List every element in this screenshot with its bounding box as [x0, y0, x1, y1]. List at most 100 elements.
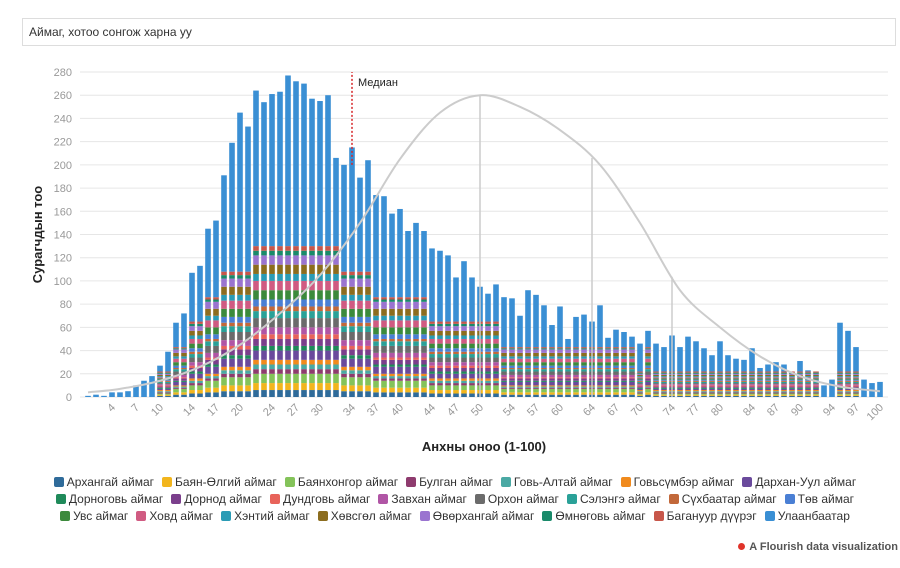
bar-segment — [653, 384, 659, 386]
y-tick-label: 100 — [54, 276, 72, 288]
legend-item[interactable]: Архангай аймаг — [53, 475, 154, 489]
legend-item[interactable]: Завхан аймаг — [378, 492, 467, 506]
legend-item[interactable]: Хөвсгөл аймаг — [317, 509, 412, 523]
bar-segment — [333, 318, 339, 328]
bar-segment — [317, 327, 323, 335]
bar-segment — [397, 364, 403, 367]
legend-swatch — [317, 511, 328, 521]
bar-segment — [181, 386, 187, 388]
legend-item[interactable]: Говь-Алтай аймаг — [500, 475, 613, 489]
bar-segment — [509, 386, 515, 388]
bar-segment — [653, 373, 659, 375]
legend-item[interactable]: Дорнод аймаг — [171, 492, 262, 506]
legend-item[interactable]: Дорноговь аймаг — [55, 492, 164, 506]
bar-segment — [173, 352, 179, 357]
legend-label: Дорноговь аймаг — [68, 492, 164, 506]
legend-item[interactable]: Орхон аймаг — [474, 492, 559, 506]
bar-segment — [781, 374, 787, 377]
bar-segment — [501, 394, 507, 397]
bar-segment — [757, 378, 763, 380]
bar-segment — [597, 377, 603, 379]
legend-item[interactable]: Увс аймаг — [60, 509, 128, 523]
bar-segment — [317, 255, 323, 265]
bar-segment — [533, 388, 539, 393]
bar-segment — [493, 390, 499, 394]
legend-item[interactable]: Улаанбаатар — [764, 509, 850, 523]
bar-segment — [285, 280, 291, 291]
legend-item[interactable]: Өвөрхангай аймаг — [419, 509, 534, 523]
bar-segment — [685, 390, 691, 392]
bar-segment — [853, 373, 859, 375]
legend-item[interactable]: Булган аймаг — [406, 475, 493, 489]
bar-segment — [373, 320, 379, 328]
bar-segment — [357, 278, 363, 287]
y-tick-label: 140 — [54, 230, 72, 242]
bar-segment — [717, 387, 723, 389]
bar-segment — [797, 390, 803, 392]
bar-segment — [445, 357, 451, 363]
bar-segment — [637, 395, 643, 397]
bar-segment — [381, 315, 387, 321]
legend-item[interactable]: Дархан-Уул аймаг — [742, 475, 856, 489]
bar-segment — [373, 341, 379, 346]
bar-segment — [453, 357, 459, 363]
legend-item[interactable]: Баян-Өлгий аймаг — [162, 475, 277, 489]
bar-segment — [405, 392, 411, 397]
bar-segment — [749, 381, 755, 384]
bar-segment — [797, 386, 803, 388]
legend-item[interactable]: Сэлэнгэ аймаг — [566, 492, 661, 506]
bar-segment — [213, 376, 219, 379]
legend-item[interactable]: Дундговь аймаг — [269, 492, 370, 506]
legend-item[interactable]: Өмнөговь аймаг — [542, 509, 646, 523]
bar-segment — [613, 348, 619, 350]
bar-segment — [341, 332, 347, 341]
bar-segment — [277, 255, 283, 265]
bar-segment — [341, 349, 347, 356]
bar-segment — [725, 372, 731, 374]
bar-segment — [645, 348, 651, 350]
bar-segment — [765, 379, 771, 381]
bar-segment — [389, 376, 395, 379]
legend-item[interactable]: Ховд аймаг — [136, 509, 213, 523]
bar-segment — [213, 373, 219, 377]
bar-segment — [453, 348, 459, 352]
bar-segment — [157, 387, 163, 389]
bar-segment — [197, 343, 203, 349]
bar-segment — [725, 386, 731, 388]
bar-segment — [237, 345, 243, 350]
bar-segment — [157, 392, 163, 394]
bar-segment — [781, 378, 787, 380]
bar-segment — [181, 349, 187, 353]
bar-segment — [437, 367, 443, 372]
bar-segment — [629, 371, 635, 375]
bar-segment — [501, 347, 507, 349]
bar-segment — [317, 273, 323, 281]
legend-item[interactable]: Говьсүмбэр аймаг — [620, 475, 734, 489]
bar-segment — [309, 246, 315, 251]
bar-segment — [293, 81, 299, 247]
legend-item[interactable]: Төв аймаг — [784, 492, 854, 506]
bar-segment — [221, 358, 227, 367]
legend-label: Баян-Өлгий аймаг — [175, 475, 277, 489]
bar-segment — [261, 311, 267, 319]
bar-segment — [629, 352, 635, 357]
bar-segment — [853, 372, 859, 374]
bar-segment — [733, 379, 739, 381]
bar-segment — [677, 386, 683, 388]
bar-segment — [677, 387, 683, 389]
bar-segment — [285, 273, 291, 281]
bar-segment — [837, 392, 843, 394]
bar-segment — [613, 356, 619, 359]
legend-item[interactable]: Баянхонгор аймаг — [284, 475, 398, 489]
bar-segment — [733, 378, 739, 380]
x-tick-label: 40 — [389, 402, 406, 419]
bar-segment — [685, 391, 691, 393]
bar-segment — [245, 366, 251, 371]
footer[interactable]: A Flourish data visualization — [738, 541, 898, 553]
legend-item[interactable]: Сүхбаатар аймаг — [668, 492, 777, 506]
bar-segment — [485, 385, 491, 391]
legend-item[interactable]: Хэнтий аймаг — [221, 509, 310, 523]
search-box[interactable]: Аймаг, хотоо сонгож харна уу — [22, 18, 896, 46]
legend-item[interactable]: Багануур дүүрэг — [653, 509, 757, 523]
bar-segment — [205, 345, 211, 353]
